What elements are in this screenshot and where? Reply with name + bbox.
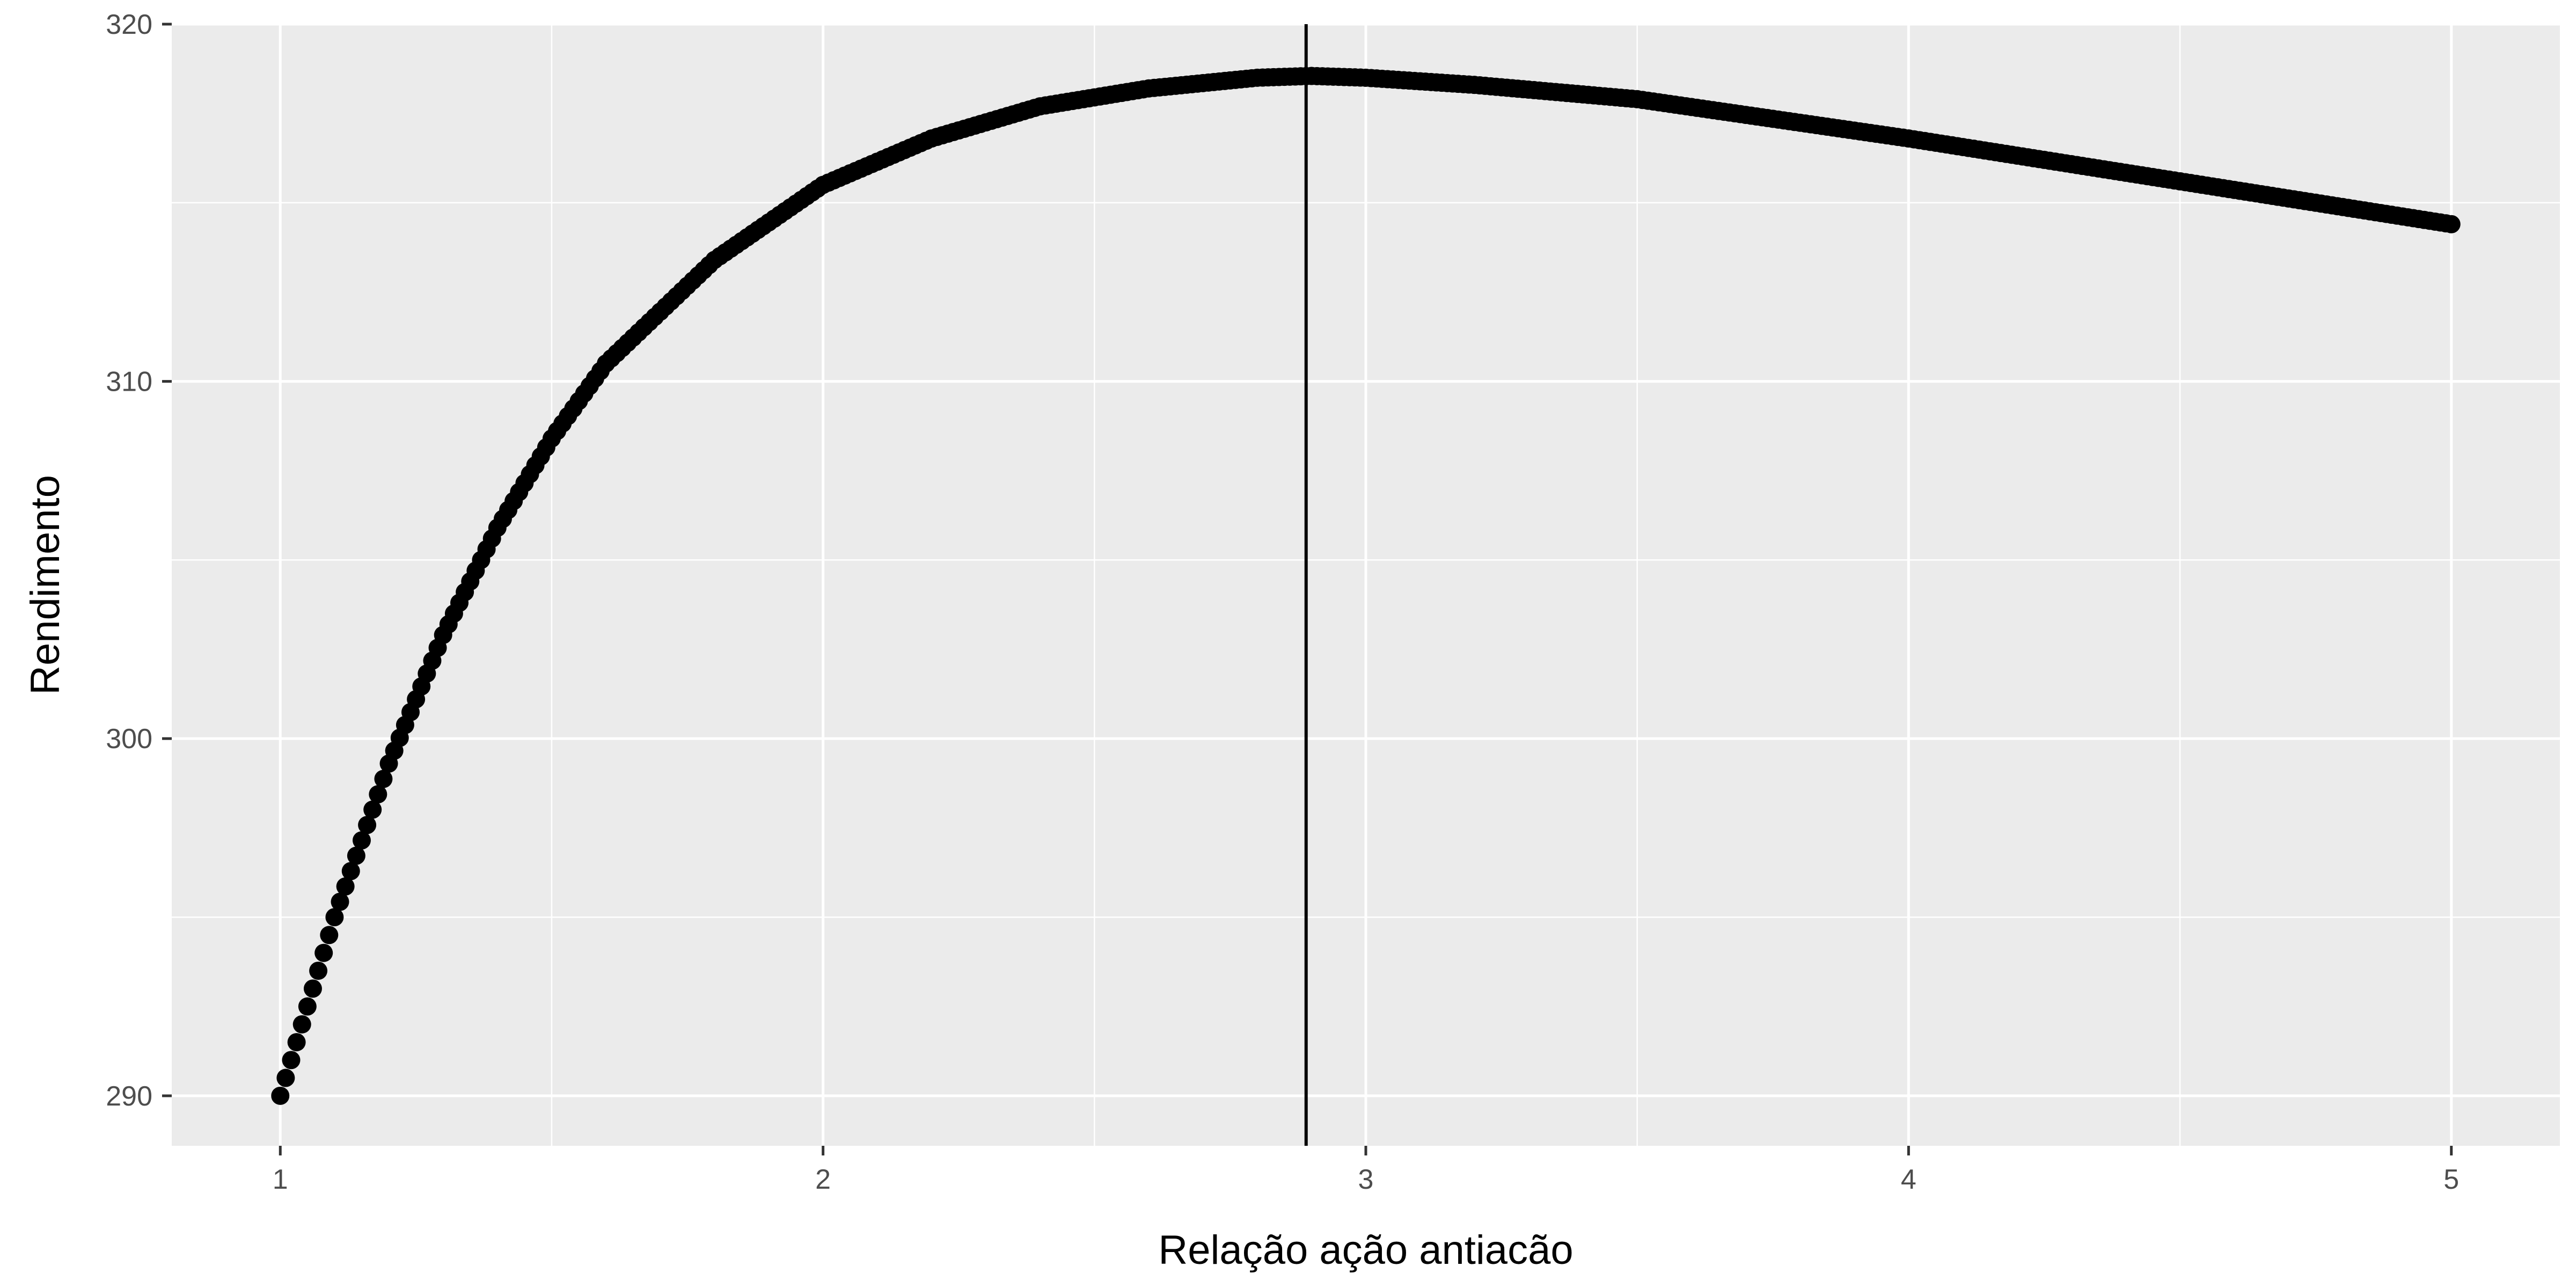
y-axis-title: Rendimento	[23, 475, 68, 695]
data-point	[276, 1069, 295, 1087]
data-point	[298, 997, 317, 1016]
x-axis-title: Relação ação antiacão	[1158, 1227, 1573, 1273]
data-point	[336, 877, 355, 896]
y-tick-label: 300	[106, 723, 152, 755]
x-tick-label: 4	[1901, 1164, 1916, 1195]
x-tick-label: 1	[273, 1164, 288, 1195]
data-point	[374, 770, 393, 788]
data-point	[282, 1051, 301, 1070]
data-point	[287, 1033, 306, 1051]
data-point	[309, 961, 328, 980]
data-point	[320, 926, 339, 945]
x-tick-label: 2	[815, 1164, 831, 1195]
x-tick-label: 3	[1358, 1164, 1374, 1195]
y-tick-label: 290	[106, 1081, 152, 1112]
y-tick-label: 320	[106, 9, 152, 40]
data-point	[331, 892, 349, 911]
data-point	[292, 1015, 311, 1034]
x-tick-label: 5	[2443, 1164, 2459, 1195]
data-point	[2442, 215, 2461, 233]
data-point	[325, 908, 344, 927]
grid-major	[172, 23, 2560, 1146]
axes: 1 2 3 4 5 290 300 310 320	[106, 9, 2459, 1195]
data-point	[347, 846, 365, 865]
y-tick-label: 310	[106, 367, 152, 398]
data-point	[303, 979, 322, 998]
data-point	[341, 862, 360, 881]
data-point	[271, 1086, 290, 1105]
data-point	[314, 943, 333, 962]
data-points	[271, 67, 2461, 1105]
data-point	[358, 816, 377, 835]
data-point	[369, 785, 387, 804]
data-point	[363, 800, 382, 819]
data-point	[352, 831, 371, 850]
